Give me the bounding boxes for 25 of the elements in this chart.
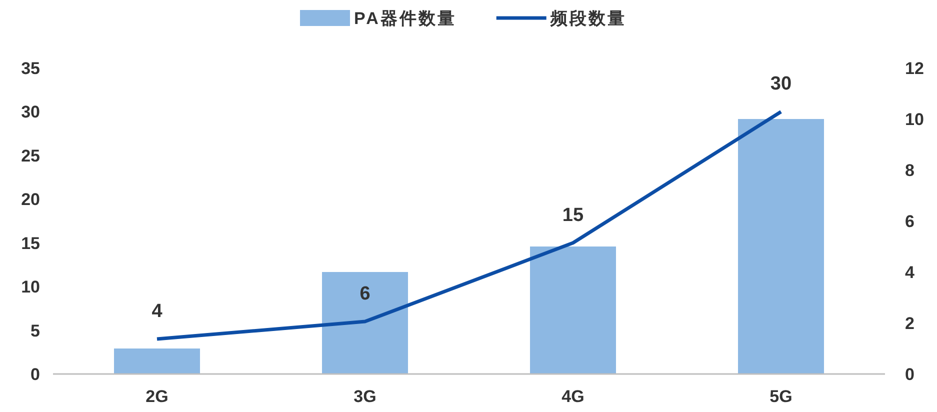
y2-tick-label: 6 (905, 212, 914, 231)
data-label: 4 (152, 301, 163, 322)
y-tick-label: 5 (30, 321, 40, 340)
y2-tick-label: 10 (905, 110, 924, 129)
legend-label: PA器件数量 (354, 9, 456, 28)
x-tick-label: 2G (146, 387, 168, 406)
y-tick-label: 25 (21, 146, 40, 166)
legend-label: 频段数量 (549, 9, 626, 28)
y-tick-label: 0 (30, 365, 40, 384)
data-label: 15 (562, 204, 584, 226)
y2-tick-label: 0 (905, 365, 914, 384)
x-tick-label: 3G (354, 387, 376, 406)
y2-tick-label: 2 (905, 314, 914, 333)
y2-tick-label: 12 (905, 59, 924, 78)
y-tick-label: 20 (21, 190, 40, 210)
x-tick-label: 4G (562, 387, 584, 406)
y-tick-label: 30 (21, 102, 40, 122)
y2-tick-label: 8 (905, 161, 914, 180)
y-tick-label: 35 (21, 59, 40, 78)
y-tick-label: 10 (21, 278, 40, 297)
data-label: 6 (360, 284, 370, 305)
x-tick-label: 5G (770, 387, 792, 406)
y-tick-label: 15 (21, 234, 40, 253)
y2-tick-label: 4 (905, 263, 915, 282)
data-label: 30 (770, 74, 792, 95)
